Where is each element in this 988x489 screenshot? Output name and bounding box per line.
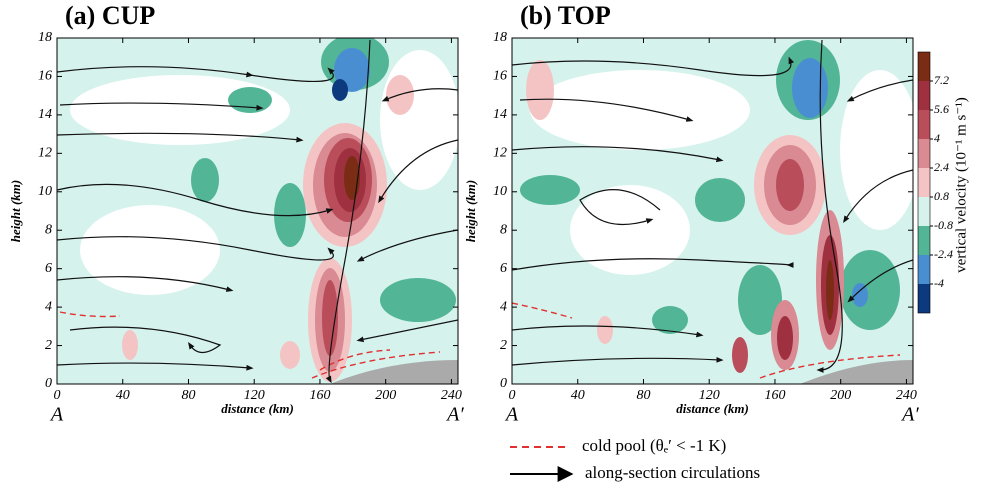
x-tick-label: 160	[309, 388, 330, 403]
legend-label: along-section circulations	[585, 463, 760, 482]
x-tick-label: 0	[509, 388, 516, 403]
y-tick-label: 14	[493, 107, 507, 122]
y-tick-label: 14	[38, 107, 52, 122]
colorbar-band	[918, 110, 930, 139]
x-tick-label: 160	[764, 388, 785, 403]
colorbar-band	[918, 81, 930, 110]
y-tick-label: 2	[45, 338, 52, 353]
x-tick-label: 200	[375, 388, 396, 403]
y-tick-label: 18	[493, 30, 507, 45]
y-tick-label: 6	[500, 261, 507, 276]
colorbar-tick-label: -4	[934, 276, 944, 290]
x-axis-label: distance (km)	[221, 401, 294, 416]
section-end: A′	[445, 404, 464, 426]
x-axis-label: distance (km)	[676, 401, 749, 416]
y-tick-label: 10	[493, 184, 507, 199]
colorbar-band	[918, 226, 930, 255]
y-tick-label: 0	[500, 376, 507, 391]
plot-frame	[56, 37, 459, 385]
section-start: A	[49, 404, 64, 426]
colorbar-tick-label: 2.4	[934, 160, 949, 174]
x-tick-label: 240	[441, 388, 462, 403]
colorbar-band	[918, 284, 930, 313]
y-tick-label: 16	[493, 69, 507, 84]
colorbar-frame	[917, 51, 931, 314]
y-axis-label: height (km)	[463, 180, 478, 242]
colorbar-tick-label: 7.2	[934, 73, 949, 87]
x-tick-label: 40	[571, 388, 585, 403]
colorbar-band	[918, 139, 930, 168]
x-tick-label: 0	[54, 388, 61, 403]
y-tick-label: 8	[45, 222, 52, 237]
plot-frame	[511, 37, 914, 385]
x-tick-label: 200	[830, 388, 851, 403]
colorbar-tick-label: 0.8	[934, 189, 949, 203]
field-b	[512, 38, 913, 384]
colorbar-band	[918, 197, 930, 226]
colorbar-band	[918, 52, 930, 81]
colorbar-tick-label: 5.6	[934, 102, 949, 116]
x-tick-label: 120	[244, 388, 265, 403]
legend-label: cold pool (θₑ′ < -1 K)	[582, 436, 726, 455]
x-tick-label: 80	[636, 388, 650, 403]
y-tick-label: 6	[45, 261, 52, 276]
panel-title: (b) TOP	[520, 1, 611, 30]
x-tick-label: 40	[116, 388, 130, 403]
colorbar-band	[918, 168, 930, 197]
colorbar-tick-label: 4	[934, 131, 940, 145]
section-end: A′	[900, 404, 919, 426]
y-tick-label: 10	[38, 184, 52, 199]
panel-title: (a) CUP	[65, 1, 155, 30]
colorbar-tick-label: -0.8	[934, 218, 953, 232]
colorbar-band	[918, 255, 930, 284]
y-tick-label: 18	[38, 30, 52, 45]
x-tick-label: 80	[181, 388, 195, 403]
section-start: A	[504, 404, 519, 426]
y-tick-label: 4	[500, 299, 507, 314]
y-tick-label: 8	[500, 222, 507, 237]
y-tick-label: 2	[500, 338, 507, 353]
field-a	[57, 38, 458, 384]
y-tick-label: 16	[38, 69, 52, 84]
y-tick-label: 12	[38, 146, 52, 161]
x-tick-label: 240	[896, 388, 917, 403]
y-tick-label: 0	[45, 376, 52, 391]
colorbar-label: vertical velocity (10⁻¹ m s⁻¹)	[953, 97, 969, 273]
y-tick-label: 12	[493, 146, 507, 161]
colorbar-tick-label: -2.4	[934, 247, 953, 261]
y-tick-label: 4	[45, 299, 52, 314]
y-axis-label: height (km)	[8, 180, 23, 242]
x-tick-label: 120	[699, 388, 720, 403]
